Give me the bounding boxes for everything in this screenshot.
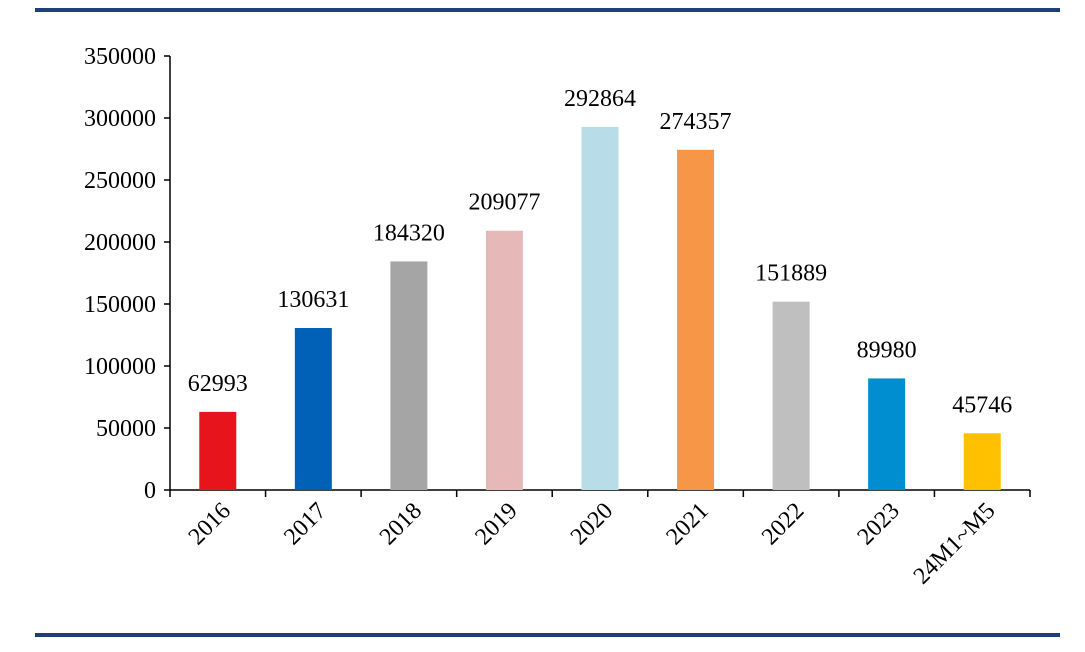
bar-2020 bbox=[581, 126, 619, 491]
data-label-2017: 130631 bbox=[277, 287, 349, 313]
bar-2017 bbox=[294, 328, 332, 490]
data-label-2022: 151889 bbox=[755, 261, 827, 287]
data-label-2018: 184320 bbox=[373, 220, 445, 246]
data-label-24M1~M5: 45746 bbox=[952, 392, 1012, 418]
category-label-2019: 2019 bbox=[470, 498, 522, 550]
bar-2022 bbox=[772, 301, 810, 490]
category-label-24M1~M5: 24M1~M5 bbox=[909, 498, 1001, 590]
category-labels: 2016 2017 2018 2019 2020 2021 2022 2023 24M1~M5 bbox=[184, 498, 1001, 590]
data-labels: 62993 130631 184320 209077 292864 274357 15188… bbox=[188, 86, 1012, 418]
y-tick-label: 350000 bbox=[84, 44, 156, 70]
y-tick-label: 250000 bbox=[84, 168, 156, 194]
category-label-2020: 2020 bbox=[566, 498, 618, 550]
x-axis bbox=[169, 489, 1031, 497]
y-tick-label: 0 bbox=[144, 478, 156, 504]
y-tick-label: 100000 bbox=[84, 354, 156, 380]
bars bbox=[199, 126, 1001, 491]
bottom-rule bbox=[35, 633, 1060, 637]
bar-2018 bbox=[390, 261, 428, 490]
data-label-2019: 209077 bbox=[468, 190, 540, 216]
y-tick-label: 200000 bbox=[84, 230, 156, 256]
data-label-2021: 274357 bbox=[660, 109, 732, 135]
category-label-2018: 2018 bbox=[375, 498, 427, 550]
bar-2021 bbox=[677, 149, 715, 491]
data-label-2016: 62993 bbox=[188, 371, 248, 397]
data-label-2023: 89980 bbox=[857, 337, 917, 363]
y-tick-label: 150000 bbox=[84, 292, 156, 318]
data-label-2020: 292864 bbox=[564, 86, 636, 112]
bar-24M1~M5 bbox=[963, 433, 1001, 490]
y-tick-label: 50000 bbox=[96, 416, 156, 442]
category-label-2017: 2017 bbox=[279, 498, 331, 550]
y-axis: 0 50000 100000 150000 200000 250000 300000 3500… bbox=[84, 44, 171, 504]
top-rule bbox=[35, 8, 1060, 12]
category-label-2016: 2016 bbox=[184, 498, 236, 550]
bar-2019 bbox=[485, 230, 523, 491]
bar-2016 bbox=[199, 411, 237, 490]
category-label-2022: 2022 bbox=[757, 498, 809, 550]
bar-2023 bbox=[868, 378, 906, 490]
y-tick-label: 300000 bbox=[84, 106, 156, 132]
category-label-2023: 2023 bbox=[853, 498, 905, 550]
category-label-2021: 2021 bbox=[661, 498, 713, 550]
